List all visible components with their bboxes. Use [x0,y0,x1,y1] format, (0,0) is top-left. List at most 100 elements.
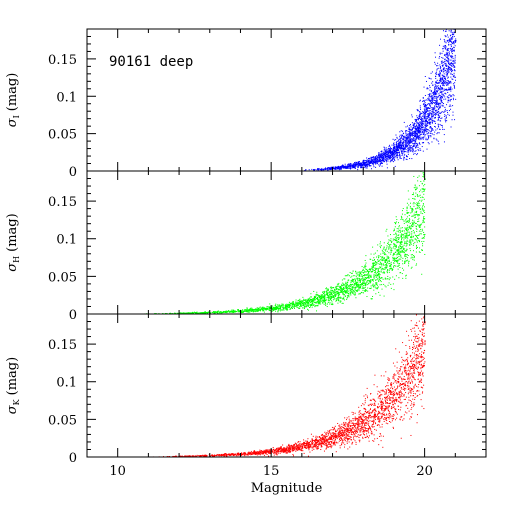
data-point [367,274,369,276]
data-point [414,195,416,197]
data-point [419,139,421,141]
data-point [367,270,369,272]
data-point [313,295,315,297]
data-point [352,280,354,282]
data-point [283,307,285,309]
data-point [395,265,397,267]
data-point [391,248,393,250]
data-point [381,162,383,164]
data-point [346,284,348,286]
data-point [407,142,409,144]
data-point [402,144,404,146]
data-point [403,138,405,139]
data-point [418,226,420,228]
data-point [386,163,388,165]
data-point [288,301,290,303]
data-point [409,138,411,140]
data-point [455,27,456,28]
data-point [454,60,456,62]
data-point [394,254,396,256]
data-point [317,303,319,305]
data-point [269,306,271,308]
data-point [336,168,338,170]
data-point [391,269,393,271]
data-point [368,272,370,274]
data-point [404,228,406,230]
data-point [322,169,324,171]
data-point [389,158,391,160]
data-point [453,66,455,68]
data-point [444,30,446,32]
data-point [318,303,320,305]
data-point [338,300,340,302]
data-point [451,119,453,121]
data-point [374,270,376,272]
data-point [340,300,342,302]
data-point [449,99,451,101]
data-point [449,39,451,41]
data-point [418,217,420,219]
data-point [423,137,425,139]
data-point [407,229,409,231]
data-point [396,237,398,239]
data-point [447,34,448,36]
data-point [214,311,216,313]
data-point [369,269,371,271]
data-point [351,164,353,166]
data-point [450,86,452,88]
data-point [412,235,414,237]
data-point [429,99,431,101]
data-point [364,284,366,286]
data-point [434,88,436,90]
data-point [241,312,243,314]
data-point [418,128,420,130]
data-point [430,96,432,98]
data-point [307,298,309,300]
data-point [387,158,389,160]
data-point [437,110,439,112]
data-point [404,243,406,244]
data-point [378,272,380,274]
data-point [453,47,455,49]
data-point [378,155,380,157]
data-point [336,292,338,294]
data-point [447,52,449,54]
data-point [422,213,424,215]
data-point [429,114,431,116]
data-point [369,165,371,167]
data-point [331,168,333,170]
data-point [431,90,433,92]
data-point [344,167,346,169]
data-point [384,147,386,149]
data-point [454,1,455,2]
data-point [339,296,341,298]
data-point [364,267,366,269]
data-point [418,241,420,243]
data-point [362,282,364,284]
data-point [451,57,453,59]
data-point [451,55,453,57]
data-point [316,305,318,307]
data-point [353,278,355,280]
data-point [338,167,340,169]
data-point [445,73,447,75]
data-point [421,146,423,148]
data-point [427,99,429,101]
data-point [400,245,402,247]
data-point [418,195,420,197]
data-point [410,145,412,147]
data-point [443,67,445,69]
data-point [410,139,412,141]
data-point [404,147,406,149]
data-point [375,288,377,290]
data-point [407,153,409,155]
data-point [442,76,444,78]
data-point [382,159,384,161]
data-point [381,150,383,152]
data-point [263,309,265,311]
data-point [365,164,367,166]
data-point [435,77,437,79]
data-point [396,147,398,149]
data-point [435,99,437,101]
data-point [412,135,414,137]
